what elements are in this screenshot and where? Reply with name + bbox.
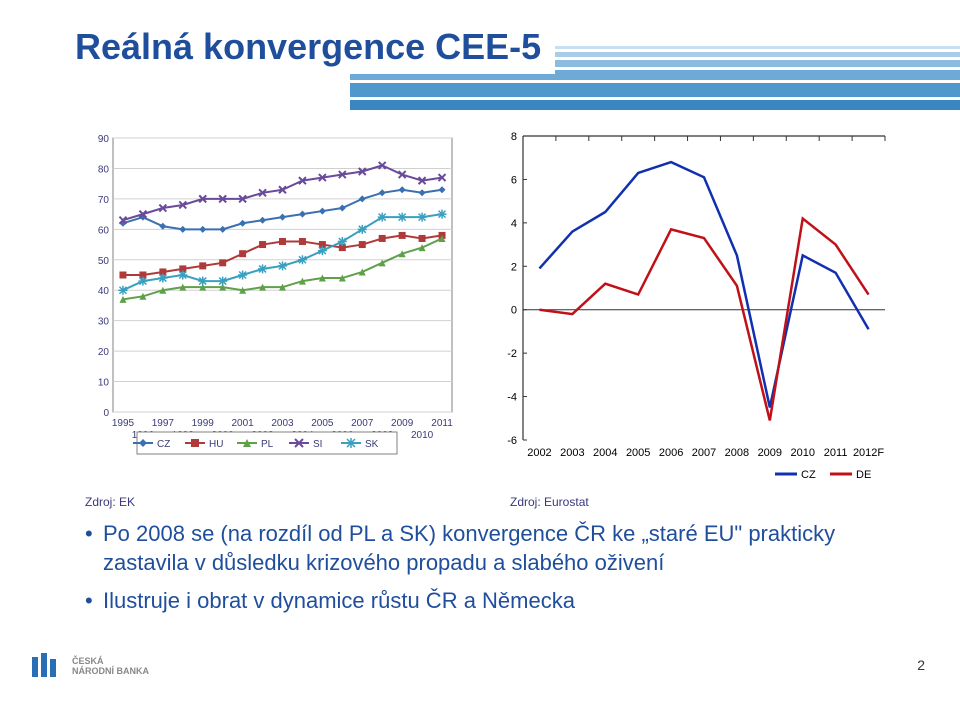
bullet-text: Ilustruje i obrat v dynamice růstu ČR a … (103, 587, 575, 616)
svg-text:2007: 2007 (351, 418, 374, 429)
svg-text:90: 90 (98, 134, 110, 145)
svg-text:CZ: CZ (801, 469, 816, 481)
svg-text:0: 0 (103, 408, 109, 419)
svg-text:HU: HU (209, 439, 223, 450)
svg-text:2003: 2003 (271, 418, 294, 429)
svg-text:2002: 2002 (527, 447, 551, 459)
logo-text-top: ČESKÁ (72, 656, 149, 666)
gdp-growth-chart: -6 -4 -2 0 2 4 6 8 2002 2003 2004 2005 2006 2007 2008 2… (495, 130, 895, 510)
svg-text:2004: 2004 (593, 447, 617, 459)
bullet-item: •Po 2008 se (na rozdíl od PL a SK) konve… (85, 520, 920, 577)
svg-text:80: 80 (98, 164, 110, 175)
svg-text:2011: 2011 (431, 418, 453, 429)
svg-text:2010: 2010 (411, 430, 434, 441)
svg-text:50: 50 (98, 256, 110, 267)
svg-text:2011: 2011 (824, 447, 848, 459)
svg-text:2007: 2007 (692, 447, 716, 459)
source-left: Zdroj: EK (85, 495, 135, 509)
source-right: Zdroj: Eurostat (510, 495, 589, 509)
svg-text:20: 20 (98, 347, 110, 358)
bullet-item: •Ilustruje i obrat v dynamice růstu ČR a… (85, 587, 920, 616)
svg-text:DE: DE (856, 469, 871, 481)
svg-text:-4: -4 (507, 392, 517, 404)
svg-text:2010: 2010 (790, 447, 814, 459)
svg-text:6: 6 (511, 174, 517, 186)
svg-text:2006: 2006 (659, 447, 683, 459)
page-number: 2 (917, 657, 925, 673)
svg-text:4: 4 (511, 218, 517, 230)
logo-icon (28, 649, 68, 683)
convergence-chart: 0 10 20 30 40 50 60 70 80 90 1995 1997 1999 2001 2003 2… (85, 130, 460, 530)
svg-text:1995: 1995 (112, 418, 135, 429)
svg-text:-6: -6 (507, 435, 517, 447)
svg-text:60: 60 (98, 225, 110, 236)
cnb-logo: ČESKÁ NÁRODNÍ BANKA (28, 649, 149, 683)
bullet-text: Po 2008 se (na rozdíl od PL a SK) konver… (103, 520, 920, 577)
svg-text:40: 40 (98, 286, 110, 297)
svg-text:2005: 2005 (626, 447, 650, 459)
svg-text:0: 0 (511, 305, 517, 317)
svg-text:30: 30 (98, 317, 110, 328)
svg-text:8: 8 (511, 131, 517, 143)
svg-text:1999: 1999 (192, 418, 215, 429)
svg-text:2003: 2003 (560, 447, 584, 459)
svg-text:2009: 2009 (758, 447, 782, 459)
svg-text:10: 10 (98, 378, 110, 389)
svg-text:70: 70 (98, 195, 110, 206)
svg-text:SK: SK (365, 439, 379, 450)
slide-title: Reálná konvergence CEE-5 (75, 20, 555, 74)
svg-text:PL: PL (261, 439, 274, 450)
svg-text:2005: 2005 (311, 418, 334, 429)
svg-text:2008: 2008 (725, 447, 749, 459)
svg-text:SI: SI (313, 439, 322, 450)
svg-text:2009: 2009 (391, 418, 414, 429)
svg-text:CZ: CZ (157, 439, 170, 450)
bullet-list: •Po 2008 se (na rozdíl od PL a SK) konve… (85, 520, 920, 626)
svg-text:2001: 2001 (231, 418, 254, 429)
svg-text:-2: -2 (507, 348, 517, 360)
svg-text:2: 2 (511, 261, 517, 273)
logo-text-bottom: NÁRODNÍ BANKA (72, 666, 149, 676)
svg-text:2012F: 2012F (853, 447, 884, 459)
svg-text:1997: 1997 (152, 418, 175, 429)
